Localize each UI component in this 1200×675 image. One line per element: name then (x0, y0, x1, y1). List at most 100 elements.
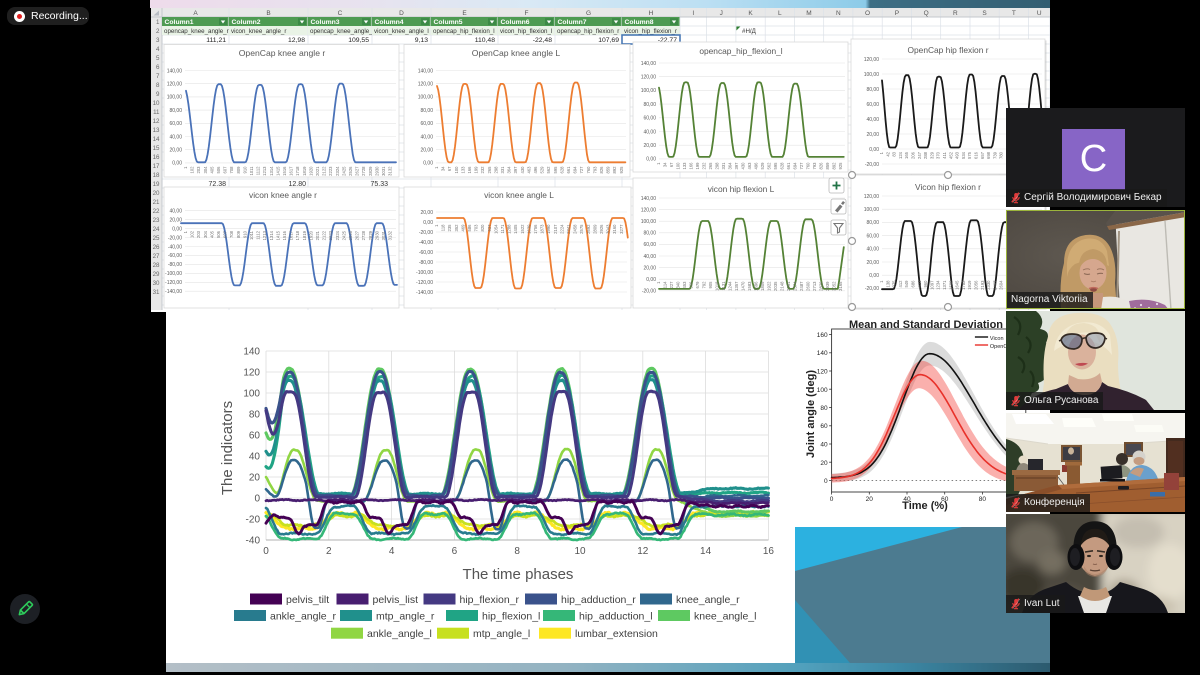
svg-text:2692: 2692 (586, 224, 591, 234)
svg-text:60,00: 60,00 (169, 121, 182, 127)
svg-text:Q: Q (924, 10, 929, 17)
svg-text:452: 452 (948, 151, 953, 159)
svg-text:40,00: 40,00 (866, 247, 879, 253)
svg-text:6: 6 (452, 546, 458, 557)
svg-text:1819: 1819 (302, 166, 307, 176)
svg-text:80,00: 80,00 (643, 231, 656, 237)
svg-text:80,00: 80,00 (866, 87, 879, 93)
svg-text:2829: 2829 (368, 166, 373, 176)
svg-text:2035: 2035 (773, 281, 778, 291)
svg-text:100,00: 100,00 (864, 72, 880, 78)
svg-text:529: 529 (540, 166, 545, 174)
svg-text:694: 694 (573, 166, 578, 174)
svg-text:1617: 1617 (289, 166, 294, 176)
svg-text:661: 661 (786, 162, 791, 170)
svg-text:2829: 2829 (368, 230, 373, 240)
svg-text:793: 793 (592, 166, 597, 174)
svg-text:15: 15 (153, 145, 160, 152)
svg-text:111,21: 111,21 (206, 37, 226, 44)
svg-text:859: 859 (825, 162, 830, 170)
svg-text:40,00: 40,00 (866, 117, 879, 123)
svg-text:2223: 2223 (328, 230, 333, 240)
svg-text:4: 4 (156, 46, 160, 53)
svg-text:727: 727 (799, 162, 804, 170)
svg-text:12: 12 (637, 546, 649, 557)
svg-text:2330: 2330 (986, 280, 991, 290)
svg-text:N: N (836, 10, 841, 17)
svg-text:1018: 1018 (715, 281, 720, 291)
svg-text:463: 463 (526, 166, 531, 174)
svg-text:2122: 2122 (322, 230, 327, 240)
svg-text:405: 405 (209, 230, 214, 238)
svg-text:80,00: 80,00 (866, 220, 879, 226)
svg-text:937: 937 (487, 224, 492, 232)
svg-text:575: 575 (967, 151, 972, 159)
svg-text:vicon_hip_flexion_l: vicon_hip_flexion_l (500, 28, 552, 35)
svg-text:352: 352 (454, 224, 459, 232)
svg-text:739: 739 (992, 151, 997, 159)
svg-text:20,00: 20,00 (420, 148, 433, 154)
svg-text:opencap_knee_angle_r: opencap_knee_angle_r (164, 28, 229, 35)
svg-text:1213: 1213 (262, 230, 267, 240)
svg-text:-22,48: -22,48 (533, 37, 552, 44)
svg-text:F: F (525, 10, 529, 17)
svg-text:2487: 2487 (799, 281, 804, 291)
svg-text:2324: 2324 (335, 166, 340, 176)
svg-text:1112: 1112 (256, 230, 261, 239)
svg-text:The indicators: The indicators (219, 401, 236, 495)
svg-text:M: M (806, 10, 811, 17)
svg-text:430: 430 (520, 166, 525, 174)
svg-text:2926: 2926 (599, 224, 604, 234)
svg-text:826: 826 (599, 166, 604, 174)
svg-text:-20,00: -20,00 (419, 230, 433, 236)
svg-text:opencap_hip_flexion_r: opencap_hip_flexion_r (557, 28, 619, 35)
svg-text:2021: 2021 (315, 230, 320, 240)
svg-text:607: 607 (223, 230, 228, 238)
svg-text:120,00: 120,00 (418, 82, 434, 88)
svg-text:703: 703 (474, 224, 479, 232)
svg-text:628: 628 (780, 162, 785, 170)
svg-text:hip_adduction_r: hip_adduction_r (561, 594, 636, 606)
svg-text:1415: 1415 (275, 166, 280, 176)
svg-text:411: 411 (942, 151, 947, 158)
svg-text:60,00: 60,00 (643, 242, 656, 248)
svg-text:-100,00: -100,00 (416, 270, 433, 276)
svg-text:U: U (1037, 10, 1042, 17)
svg-text:40: 40 (820, 442, 828, 449)
svg-text:60,00: 60,00 (866, 233, 879, 239)
svg-text:Column8: Column8 (625, 19, 654, 26)
svg-text:2458: 2458 (573, 224, 578, 234)
svg-text:859: 859 (606, 166, 611, 174)
svg-text:110,48: 110,48 (475, 37, 496, 44)
svg-text:140,00: 140,00 (641, 61, 657, 67)
svg-text:12: 12 (153, 118, 160, 125)
svg-text:905: 905 (708, 281, 713, 289)
svg-text:100,00: 100,00 (864, 207, 880, 213)
svg-text:E: E (462, 10, 467, 17)
svg-text:2713: 2713 (812, 281, 817, 291)
svg-text:vicon hip flexion L: vicon hip flexion L (708, 184, 775, 194)
svg-text:40,00: 40,00 (643, 129, 656, 135)
svg-text:430: 430 (741, 162, 746, 170)
svg-text:892: 892 (612, 166, 617, 174)
svg-text:160: 160 (817, 332, 828, 339)
svg-text:hip_flexion_r: hip_flexion_r (460, 594, 520, 606)
svg-text:16: 16 (763, 546, 775, 557)
svg-text:L: L (778, 10, 782, 17)
svg-text:24: 24 (153, 226, 160, 233)
svg-text:2627: 2627 (355, 166, 360, 176)
svg-text:1357: 1357 (734, 281, 739, 291)
svg-text:Column7: Column7 (558, 19, 587, 26)
svg-text:140,00: 140,00 (167, 68, 183, 74)
svg-text:288: 288 (923, 151, 928, 159)
svg-text:2223: 2223 (328, 166, 333, 176)
svg-text:9,13: 9,13 (415, 37, 428, 44)
svg-text:203: 203 (196, 166, 201, 174)
svg-text:10: 10 (574, 546, 586, 557)
svg-text:34: 34 (663, 162, 668, 167)
svg-text:124: 124 (898, 151, 903, 159)
svg-text:1371: 1371 (942, 280, 947, 290)
svg-text:40: 40 (249, 452, 261, 463)
svg-text:140,00: 140,00 (418, 68, 434, 74)
svg-text:2575: 2575 (579, 224, 584, 234)
